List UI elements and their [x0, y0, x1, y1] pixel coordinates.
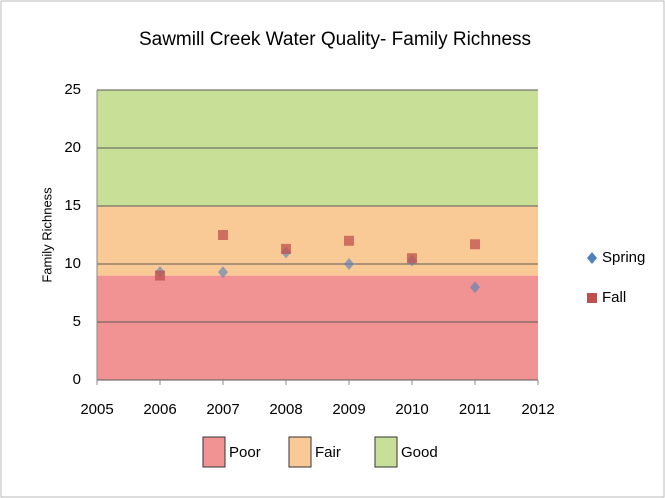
y-axis-label: Family Richness [39, 187, 54, 283]
point [218, 266, 228, 279]
legend-label: Spring [602, 249, 645, 266]
point [344, 235, 354, 246]
point [218, 230, 228, 240]
legend-swatch [202, 436, 226, 468]
point [344, 258, 354, 270]
chart-title: Sawmill Creek Water Quality- Family Rich… [139, 29, 531, 50]
point [470, 281, 480, 294]
x-tick-label: 2007 [206, 401, 239, 418]
band [97, 275, 538, 380]
point [407, 253, 417, 264]
x-tick-label: 2008 [269, 401, 302, 418]
legend-label: Poor [229, 444, 261, 461]
legend-swatch [288, 436, 312, 468]
legend-label: Fair [315, 444, 341, 461]
y-tick-label: 20 [64, 139, 81, 156]
point [281, 243, 291, 254]
y-tick-label: 5 [73, 313, 81, 330]
x-tick-label: 2005 [80, 401, 113, 418]
legend-label: Fall [602, 289, 626, 306]
y-tick-label: 0 [73, 371, 81, 388]
legend-label: Good [401, 444, 438, 461]
x-tick-label: 2006 [143, 401, 176, 418]
y-tick-label: 25 [64, 81, 81, 98]
y-tick-label: 10 [64, 255, 81, 272]
y-tick-label: 15 [64, 197, 81, 214]
x-tick-label: 2012 [521, 401, 554, 418]
x-tick-label: 2011 [459, 401, 491, 418]
x-tick-label: 2010 [395, 401, 428, 418]
legend-swatch [374, 436, 398, 468]
x-tick-label: 2009 [332, 401, 365, 418]
legend-swatch [587, 252, 597, 264]
legend-swatch [587, 293, 597, 303]
point [155, 270, 165, 281]
point [470, 239, 480, 250]
